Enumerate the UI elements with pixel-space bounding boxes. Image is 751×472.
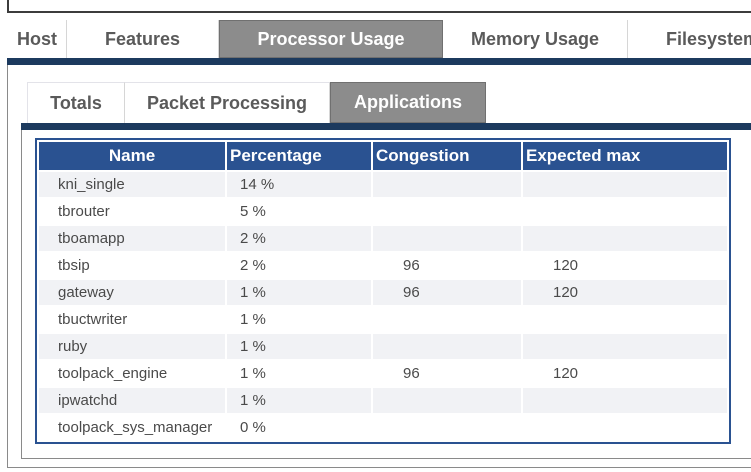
cell-percentage: 1 % xyxy=(227,388,371,413)
cell-expected-max xyxy=(523,172,727,197)
cell-congestion xyxy=(373,307,521,332)
cell-name: kni_single xyxy=(39,172,225,197)
table-row: gateway 1 % 96 120 xyxy=(39,280,727,305)
subtab-applications[interactable]: Applications xyxy=(330,82,486,123)
cell-name: tbsip xyxy=(39,253,225,278)
cell-name: tbuctwriter xyxy=(39,307,225,332)
cell-percentage: 2 % xyxy=(227,253,371,278)
table-row: toolpack_engine 1 % 96 120 xyxy=(39,361,727,386)
applications-panel-top-bar xyxy=(21,123,751,130)
table-header-row: Name Percentage Congestion Expected max xyxy=(39,142,727,170)
cell-percentage: 5 % xyxy=(227,199,371,224)
cell-congestion xyxy=(373,226,521,251)
table-row: tbsip 2 % 96 120 xyxy=(39,253,727,278)
cell-name: ruby xyxy=(39,334,225,359)
table-row: ruby 1 % xyxy=(39,334,727,359)
tab-filesystem[interactable]: Filesystem xyxy=(628,20,751,58)
cell-expected-max xyxy=(523,199,727,224)
cell-congestion: 96 xyxy=(373,253,521,278)
cell-expected-max xyxy=(523,226,727,251)
applications-table: Name Percentage Congestion Expected max kni… xyxy=(35,138,731,444)
cell-congestion: 96 xyxy=(373,361,521,386)
cell-congestion: 96 xyxy=(373,280,521,305)
cell-percentage: 0 % xyxy=(227,415,371,440)
subtab-totals[interactable]: Totals xyxy=(27,82,125,123)
cell-percentage: 1 % xyxy=(227,361,371,386)
sub-tab-bar: Totals Packet Processing Applications xyxy=(27,82,486,123)
cell-percentage: 1 % xyxy=(227,307,371,332)
cell-percentage: 2 % xyxy=(227,226,371,251)
cell-name: tbrouter xyxy=(39,199,225,224)
top-partial-panel xyxy=(7,0,751,13)
tab-processor-usage[interactable]: Processor Usage xyxy=(219,20,443,58)
cell-expected-max: 120 xyxy=(523,361,727,386)
cell-name: tboamapp xyxy=(39,226,225,251)
cell-name: gateway xyxy=(39,280,225,305)
cell-congestion xyxy=(373,388,521,413)
cell-expected-max xyxy=(523,415,727,440)
cell-expected-max: 120 xyxy=(523,253,727,278)
table-row: tboamapp 2 % xyxy=(39,226,727,251)
cell-congestion xyxy=(373,334,521,359)
tab-features[interactable]: Features xyxy=(67,20,219,58)
processor-usage-panel-top-bar xyxy=(7,58,751,65)
table-row: toolpack_sys_manager 0 % xyxy=(39,415,727,440)
cell-percentage: 1 % xyxy=(227,280,371,305)
table-row: tbrouter 5 % xyxy=(39,199,727,224)
column-header-percentage: Percentage xyxy=(227,142,371,170)
column-header-congestion: Congestion xyxy=(373,142,521,170)
cell-expected-max: 120 xyxy=(523,280,727,305)
main-tab-bar: Host Features Processor Usage Memory Usage F… xyxy=(8,20,751,58)
cell-congestion xyxy=(373,415,521,440)
column-header-name: Name xyxy=(39,142,225,170)
cell-percentage: 1 % xyxy=(227,334,371,359)
cell-name: ipwatchd xyxy=(39,388,225,413)
cell-congestion xyxy=(373,199,521,224)
cell-expected-max xyxy=(523,334,727,359)
table-row: ipwatchd 1 % xyxy=(39,388,727,413)
column-header-expected-max: Expected max xyxy=(523,142,727,170)
cell-name: toolpack_sys_manager xyxy=(39,415,225,440)
tab-memory-usage[interactable]: Memory Usage xyxy=(443,20,628,58)
table-row: tbuctwriter 1 % xyxy=(39,307,727,332)
cell-expected-max xyxy=(523,388,727,413)
cell-congestion xyxy=(373,172,521,197)
subtab-packet-processing[interactable]: Packet Processing xyxy=(125,82,330,123)
cell-expected-max xyxy=(523,307,727,332)
table-row: kni_single 14 % xyxy=(39,172,727,197)
tab-host[interactable]: Host xyxy=(8,20,67,58)
cell-percentage: 14 % xyxy=(227,172,371,197)
applications-panel xyxy=(21,130,751,459)
cell-name: toolpack_engine xyxy=(39,361,225,386)
processor-usage-panel xyxy=(7,65,751,468)
